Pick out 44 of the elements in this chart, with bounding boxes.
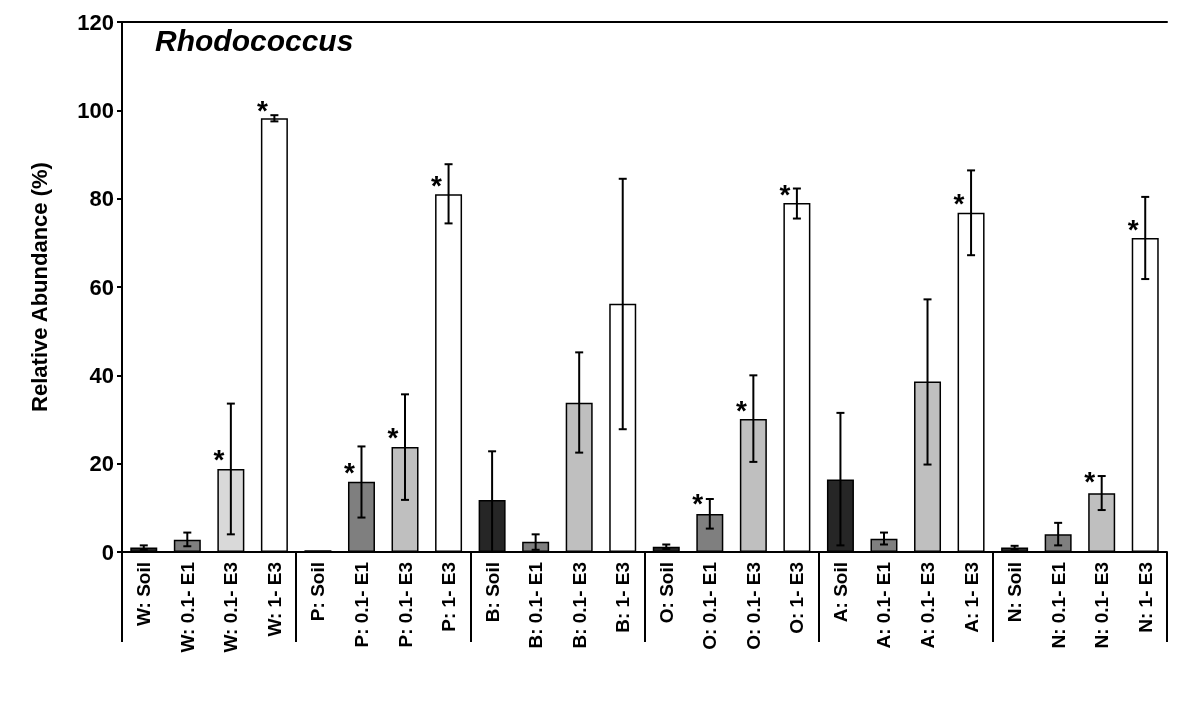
x-tick-label: B: 0.1- E1	[525, 561, 547, 649]
y-tick-label: 100	[77, 97, 114, 123]
x-tick-label: A: 0.1- E1	[873, 561, 895, 649]
annotation: *	[344, 457, 356, 488]
x-tick-label: A: 0.1- E3	[917, 562, 939, 649]
x-tick-label: W: 1- E3	[263, 562, 285, 637]
y-tick-label: 20	[89, 451, 114, 477]
x-tick-label: B: 0.1- E3	[568, 562, 590, 649]
x-tick-label: W: Soil	[133, 562, 155, 627]
x-tick-label: P: 0.1- E1	[350, 561, 372, 648]
x-tick-label: A: Soil	[829, 562, 851, 623]
x-tick-label: N: 0.1- E3	[1091, 562, 1113, 649]
x-tick-label: B: Soil	[481, 562, 503, 623]
annotation: *	[692, 487, 704, 519]
y-tick-label: 120	[77, 9, 114, 35]
y-tick-label: 60	[89, 274, 114, 300]
x-tick-label: O: Soil	[655, 562, 677, 624]
x-tick-label: W: 0.1- E3	[220, 562, 242, 653]
y-tick-label: 40	[89, 362, 114, 388]
x-tick-label: O: 1- E3	[786, 562, 808, 634]
x-tick-label: P: 1- E3	[438, 562, 460, 632]
x-tick-label: O: 0.1- E1	[699, 561, 721, 650]
x-tick-label: P: Soil	[307, 562, 329, 622]
annotation: *	[953, 187, 965, 219]
y-tick-label: 0	[101, 539, 114, 565]
annotation: *	[1084, 465, 1096, 497]
x-tick-label: W: 0.1- E1	[176, 561, 198, 653]
x-tick-label: A: 1- E3	[960, 562, 982, 633]
x-tick-label: B: 1- E3	[612, 562, 634, 633]
x-tick-label: N: 1- E3	[1134, 562, 1156, 633]
annotation: *	[431, 169, 443, 201]
y-axis-title: Relative Abundance (%)	[26, 162, 52, 412]
annotation: *	[213, 443, 225, 475]
annotation: *	[735, 395, 747, 427]
annotation: *	[1127, 214, 1139, 246]
y-tick-label: 80	[89, 186, 114, 212]
annotation: *	[387, 421, 399, 453]
x-tick-label: O: 0.1- E3	[742, 562, 764, 650]
x-tick-label: P: 0.1- E3	[394, 562, 416, 648]
annotation: *	[779, 178, 791, 210]
annotation: *	[256, 94, 268, 126]
x-tick-label: N: Soil	[1004, 562, 1026, 623]
x-tick-label: N: 0.1- E1	[1047, 561, 1069, 649]
chart-title: Rhodococcus	[155, 23, 354, 57]
